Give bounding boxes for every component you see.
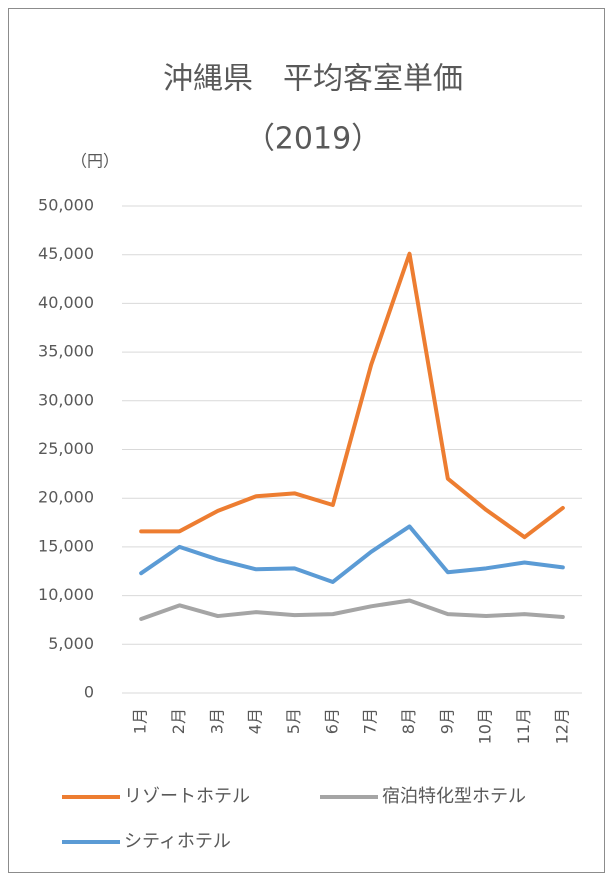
series-line bbox=[139, 251, 565, 540]
chart-subtitle: （2019） bbox=[245, 122, 381, 157]
y-tick-label: 35,000 bbox=[38, 342, 94, 361]
y-tick-label: 25,000 bbox=[38, 439, 94, 458]
y-tick-label: 40,000 bbox=[38, 293, 94, 312]
x-tick-label: 2月 bbox=[169, 708, 188, 734]
chart-frame bbox=[8, 8, 605, 873]
series-line bbox=[139, 598, 565, 621]
chart-title: 沖縄県 平均客室単価 bbox=[163, 62, 463, 97]
y-tick-label: 5,000 bbox=[48, 634, 94, 653]
y-axis-label: （円） bbox=[71, 152, 119, 171]
x-tick-label: 4月 bbox=[246, 708, 265, 734]
x-tick-label: 6月 bbox=[322, 708, 341, 734]
y-tick-label: 45,000 bbox=[38, 244, 94, 263]
y-tick-label: 30,000 bbox=[38, 390, 94, 409]
x-tick-label: 1月 bbox=[131, 708, 150, 734]
y-tick-label: 0 bbox=[84, 683, 94, 702]
x-tick-label: 11月 bbox=[514, 708, 533, 744]
legend-label: リゾートホテル bbox=[124, 786, 250, 807]
x-tick-label: 3月 bbox=[207, 708, 226, 734]
x-tick-label: 12月 bbox=[552, 708, 571, 744]
y-tick-label: 15,000 bbox=[38, 536, 94, 555]
x-tick-label: 10月 bbox=[476, 708, 495, 744]
series-line bbox=[139, 524, 565, 584]
legend-label: 宿泊特化型ホテル bbox=[382, 786, 526, 807]
x-tick-label: 5月 bbox=[284, 708, 303, 734]
x-tick-label: 9月 bbox=[437, 708, 456, 734]
x-tick-label: 8月 bbox=[399, 708, 418, 734]
y-tick-label: 50,000 bbox=[38, 196, 94, 215]
legend-label: シティホテル bbox=[124, 831, 231, 852]
x-tick-label: 7月 bbox=[361, 708, 380, 734]
y-tick-label: 10,000 bbox=[38, 585, 94, 604]
y-tick-label: 20,000 bbox=[38, 488, 94, 507]
